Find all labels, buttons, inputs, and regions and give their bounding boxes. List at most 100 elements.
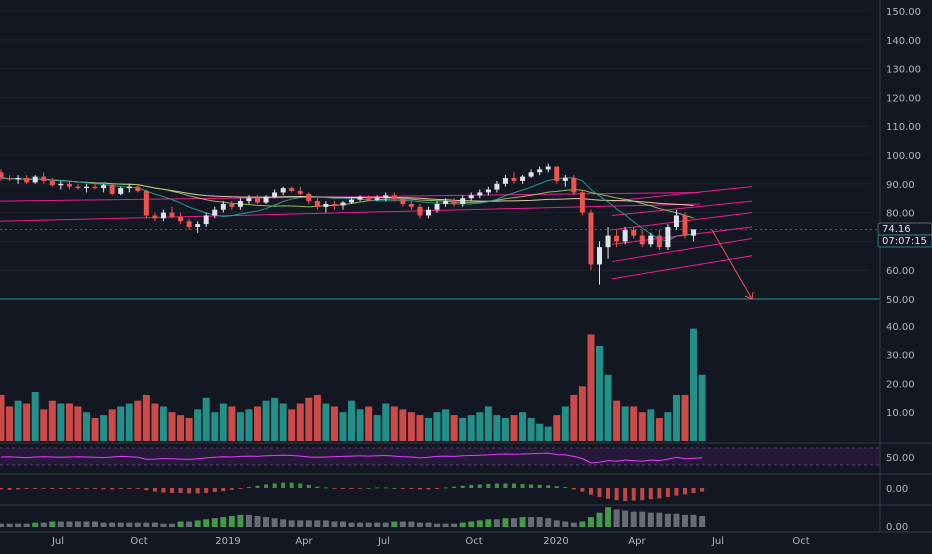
volume-bar[interactable] <box>177 415 185 441</box>
macd-histogram-bar[interactable] <box>67 488 72 489</box>
volume-bar[interactable] <box>672 394 680 441</box>
macd-histogram-bar[interactable] <box>452 486 457 488</box>
volume-bar[interactable] <box>399 409 407 441</box>
candle-body[interactable] <box>451 201 457 204</box>
candle-body[interactable] <box>571 178 577 193</box>
macd-histogram-bar[interactable] <box>33 488 38 489</box>
macd-histogram-bar[interactable] <box>178 488 183 493</box>
ao-histogram-bar[interactable] <box>468 521 475 528</box>
candle-body[interactable] <box>92 186 98 189</box>
candle-body[interactable] <box>49 180 55 186</box>
rsi-line[interactable] <box>0 452 703 464</box>
volume-bar[interactable] <box>40 409 48 441</box>
ao-histogram-bar[interactable] <box>109 522 116 527</box>
volume-bar[interactable] <box>416 415 424 441</box>
candle-body[interactable] <box>673 215 679 227</box>
candle-body[interactable] <box>109 185 115 194</box>
volume-bar[interactable] <box>211 412 219 441</box>
ao-histogram-bar[interactable] <box>237 514 244 527</box>
candle-body[interactable] <box>400 199 406 204</box>
macd-histogram-bar[interactable] <box>648 488 653 500</box>
candle-body[interactable] <box>528 172 534 177</box>
volume-bar[interactable] <box>125 403 133 441</box>
ao-histogram-bar[interactable] <box>92 521 99 528</box>
candle-body[interactable] <box>366 196 372 200</box>
candle-body[interactable] <box>656 235 662 248</box>
macd-histogram-bar[interactable] <box>700 488 705 492</box>
macd-histogram-bar[interactable] <box>152 488 157 492</box>
candle-body[interactable] <box>426 209 431 216</box>
candle-body[interactable] <box>357 196 363 200</box>
volume-bar[interactable] <box>356 409 364 441</box>
macd-histogram-bar[interactable] <box>503 483 508 489</box>
channel-line[interactable] <box>611 186 753 202</box>
candle-body[interactable] <box>101 185 107 189</box>
volume-bar[interactable] <box>228 406 236 441</box>
candle-body[interactable] <box>143 191 149 216</box>
ao-histogram-bar[interactable] <box>374 522 381 527</box>
candle-body[interactable] <box>639 235 645 245</box>
macd-histogram-bar[interactable] <box>323 487 328 489</box>
macd-histogram-bar[interactable] <box>127 488 132 489</box>
ao-histogram-bar[interactable] <box>49 521 56 528</box>
candle-body[interactable] <box>665 227 671 248</box>
ao-histogram-bar[interactable] <box>169 523 175 527</box>
macd-histogram-bar[interactable] <box>588 488 593 495</box>
volume-bar[interactable] <box>305 397 313 441</box>
volume-bar[interactable] <box>561 406 569 441</box>
volume-bar[interactable] <box>74 406 82 441</box>
ao-histogram-bar[interactable] <box>263 517 270 527</box>
volume-bar[interactable] <box>638 412 646 441</box>
macd-histogram-bar[interactable] <box>571 488 576 490</box>
ao-histogram-bar[interactable] <box>220 517 227 527</box>
volume-bar[interactable] <box>664 412 672 441</box>
ao-histogram-bar[interactable] <box>297 520 304 527</box>
ao-histogram-bar[interactable] <box>40 522 47 527</box>
volume-bar[interactable] <box>262 400 270 441</box>
macd-histogram-bar[interactable] <box>204 488 209 493</box>
macd-histogram-bar[interactable] <box>469 484 474 488</box>
macd-histogram-bar[interactable] <box>50 488 55 489</box>
ao-histogram-bar[interactable] <box>314 520 321 527</box>
candle-body[interactable] <box>545 166 551 170</box>
ao-histogram-bar[interactable] <box>553 520 560 527</box>
ao-histogram-bar[interactable] <box>656 512 663 527</box>
macd-histogram-bar[interactable] <box>264 484 269 488</box>
candle-body[interactable] <box>0 172 4 179</box>
ao-histogram-bar[interactable] <box>442 523 449 527</box>
ao-histogram-bar[interactable] <box>126 522 133 527</box>
macd-histogram-bar[interactable] <box>392 488 397 489</box>
ao-histogram-bar[interactable] <box>6 523 13 527</box>
macd-histogram-bar[interactable] <box>84 488 89 489</box>
ao-histogram-bar[interactable] <box>23 523 30 527</box>
ao-histogram-bar[interactable] <box>322 520 329 527</box>
candle-body[interactable] <box>220 203 226 210</box>
macd-histogram-bar[interactable] <box>118 488 123 489</box>
ao-histogram-bar[interactable] <box>519 517 526 527</box>
macd-histogram-bar[interactable] <box>554 486 559 488</box>
volume-bar[interactable] <box>142 394 150 441</box>
candle-body[interactable] <box>682 215 688 236</box>
macd-histogram-bar[interactable] <box>281 482 286 488</box>
volume-bar[interactable] <box>544 426 552 441</box>
volume-bar[interactable] <box>219 403 227 441</box>
macd-histogram-bar[interactable] <box>93 488 98 489</box>
volume-bar[interactable] <box>279 403 287 441</box>
volume-bar[interactable] <box>655 417 663 441</box>
candle-body[interactable] <box>135 186 141 191</box>
volume-bar[interactable] <box>48 400 56 441</box>
volume-bar[interactable] <box>467 415 475 441</box>
macd-histogram-bar[interactable] <box>529 484 534 488</box>
macd-histogram-bar[interactable] <box>597 488 602 497</box>
ao-histogram-bar[interactable] <box>596 512 603 527</box>
rsi-layer[interactable] <box>0 447 880 466</box>
ao-histogram-bar[interactable] <box>382 522 389 527</box>
ao-histogram-bar[interactable] <box>579 521 586 528</box>
ao-histogram-bar[interactable] <box>288 520 295 527</box>
ao-histogram-bar[interactable] <box>570 522 577 527</box>
macd-histogram-bar[interactable] <box>426 488 431 490</box>
ao-histogram-bar[interactable] <box>502 518 509 527</box>
volume-bar[interactable] <box>630 406 638 441</box>
volume-bar[interactable] <box>621 406 629 441</box>
candle-body[interactable] <box>280 188 286 193</box>
